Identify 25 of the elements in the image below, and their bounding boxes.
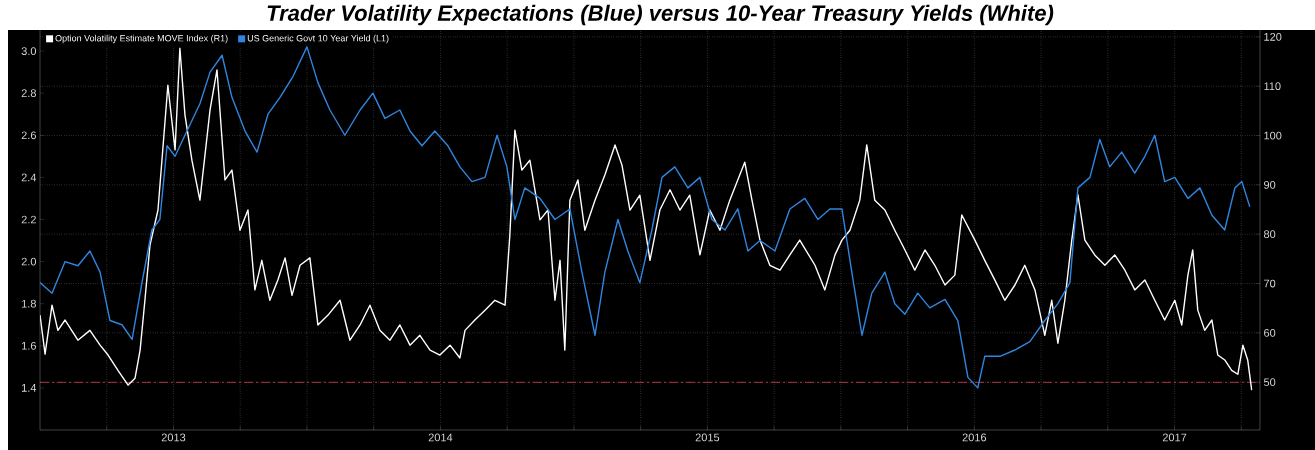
y2-tick-label: 50 [1263,378,1276,387]
y-tick-label: 2.4 [21,173,37,182]
y-tick-label: 3.0 [21,47,37,55]
y2-tick-label: 80 [1263,230,1276,239]
y-tick-label: 2.2 [21,215,36,224]
y-tick-label: 1.6 [22,341,36,350]
y2-tick-label: 60 [1264,328,1276,337]
y2-tick-label: 70 [1264,279,1276,288]
x-tick-label: 2015 [695,433,720,442]
y2-tick-label: 110 [1264,82,1281,91]
y2-tick-label: 100 [1264,131,1282,140]
y-tick-label: 1.4 [22,384,37,392]
y2-tick-label: 90 [1264,180,1276,189]
y-tick-label: 1.8 [22,299,36,308]
chart-title: Trader Volatility Expectations (Blue) versus 10-Year Treasury Yields (White) [267,4,1054,26]
y-tick-label: 2.8 [21,89,36,98]
y-tick-label: 2.6 [21,131,36,140]
x-tick-label: 2013 [161,433,186,442]
y2-tick-label: 120 [1264,33,1282,41]
legend-label: Option Volatility Estimate MOVE Index (R1) [55,34,228,44]
x-tick-label: 2016 [962,433,987,442]
x-tick-label: 2014 [428,433,453,442]
x-tick-label: 2017 [1162,433,1187,442]
legend-label: US Generic Govt 10 Year Yield (L1) [247,34,389,44]
y-tick-label: 2.0 [21,257,37,266]
